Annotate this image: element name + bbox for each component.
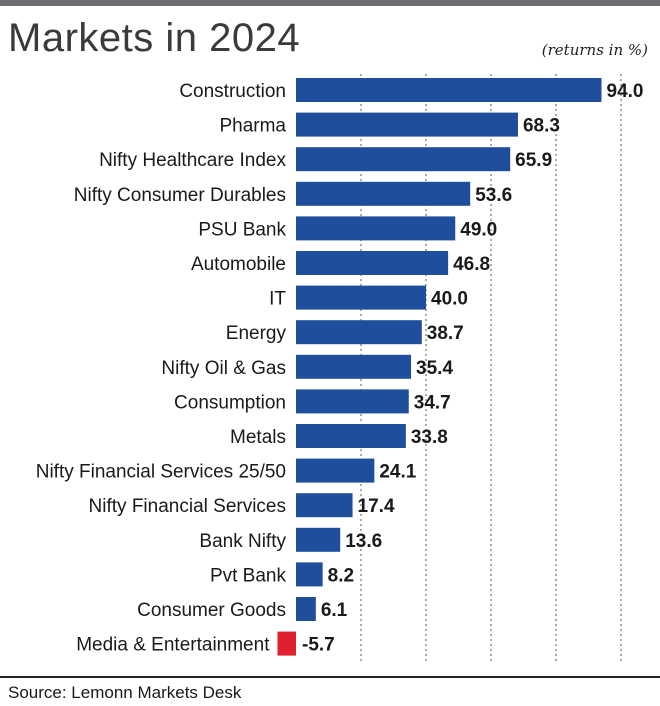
bar <box>296 424 406 448</box>
category-label: Nifty Healthcare Index <box>99 150 286 171</box>
category-label: Metals <box>230 427 286 448</box>
value-label: 35.4 <box>416 358 453 379</box>
value-label: 65.9 <box>515 150 552 171</box>
chart-title: Markets in 2024 <box>8 16 301 60</box>
unit-note: (returns in %) <box>541 41 648 59</box>
gridlines <box>360 74 622 662</box>
category-label: Consumer Goods <box>137 600 286 621</box>
category-label: Nifty Consumer Durables <box>74 185 286 206</box>
value-label: 34.7 <box>414 392 451 413</box>
bar <box>296 493 353 518</box>
category-label: Consumption <box>174 392 286 413</box>
category-label: Construction <box>179 81 286 102</box>
bar <box>296 216 456 241</box>
category-label: Pharma <box>219 116 286 137</box>
value-label: 68.3 <box>523 116 560 137</box>
value-label: 13.6 <box>345 531 382 552</box>
bar <box>296 147 511 172</box>
value-label: 38.7 <box>427 323 464 344</box>
value-label: 46.8 <box>453 254 490 275</box>
category-label: PSU Bank <box>198 219 286 240</box>
category-label: Pvt Bank <box>210 565 287 586</box>
value-label: 49.0 <box>460 219 497 240</box>
bar <box>296 389 409 414</box>
category-label: IT <box>269 289 286 310</box>
value-label: -5.7 <box>302 635 335 656</box>
top-rule <box>0 0 660 6</box>
bar <box>296 597 316 621</box>
value-label: 53.6 <box>475 185 512 206</box>
value-label: 33.8 <box>411 427 448 448</box>
bar <box>296 320 422 345</box>
category-label: Nifty Financial Services 25/50 <box>36 462 286 483</box>
value-label: 40.0 <box>431 289 468 310</box>
category-label: Media & Entertainment <box>76 635 270 656</box>
value-label: 94.0 <box>607 81 644 102</box>
bar <box>296 78 602 102</box>
bar <box>296 527 341 552</box>
category-label: Nifty Oil & Gas <box>161 358 286 379</box>
value-label: 17.4 <box>358 496 395 517</box>
bar <box>296 181 471 206</box>
bar-chart: Construction 94.0 Pharma 68.3 Nifty Healthca… <box>36 74 644 662</box>
category-label: Nifty Financial Services <box>89 496 286 517</box>
category-label: Energy <box>226 323 287 344</box>
bar <box>296 354 412 379</box>
bar <box>296 285 426 310</box>
value-label: 8.2 <box>328 565 354 586</box>
source-note: Source: Lemonn Markets Desk <box>8 683 242 702</box>
bar <box>277 631 296 656</box>
bar <box>296 458 375 483</box>
bars <box>277 78 602 656</box>
labels: Construction 94.0 Pharma 68.3 Nifty Healthca… <box>36 81 644 656</box>
value-label: 24.1 <box>379 462 416 483</box>
value-label: 6.1 <box>321 600 348 621</box>
bar <box>296 562 323 587</box>
category-label: Bank Nifty <box>199 531 286 552</box>
bar <box>296 112 518 137</box>
bottom-rule <box>0 676 660 678</box>
category-label: Automobile <box>191 254 286 275</box>
bar <box>296 251 449 275</box>
